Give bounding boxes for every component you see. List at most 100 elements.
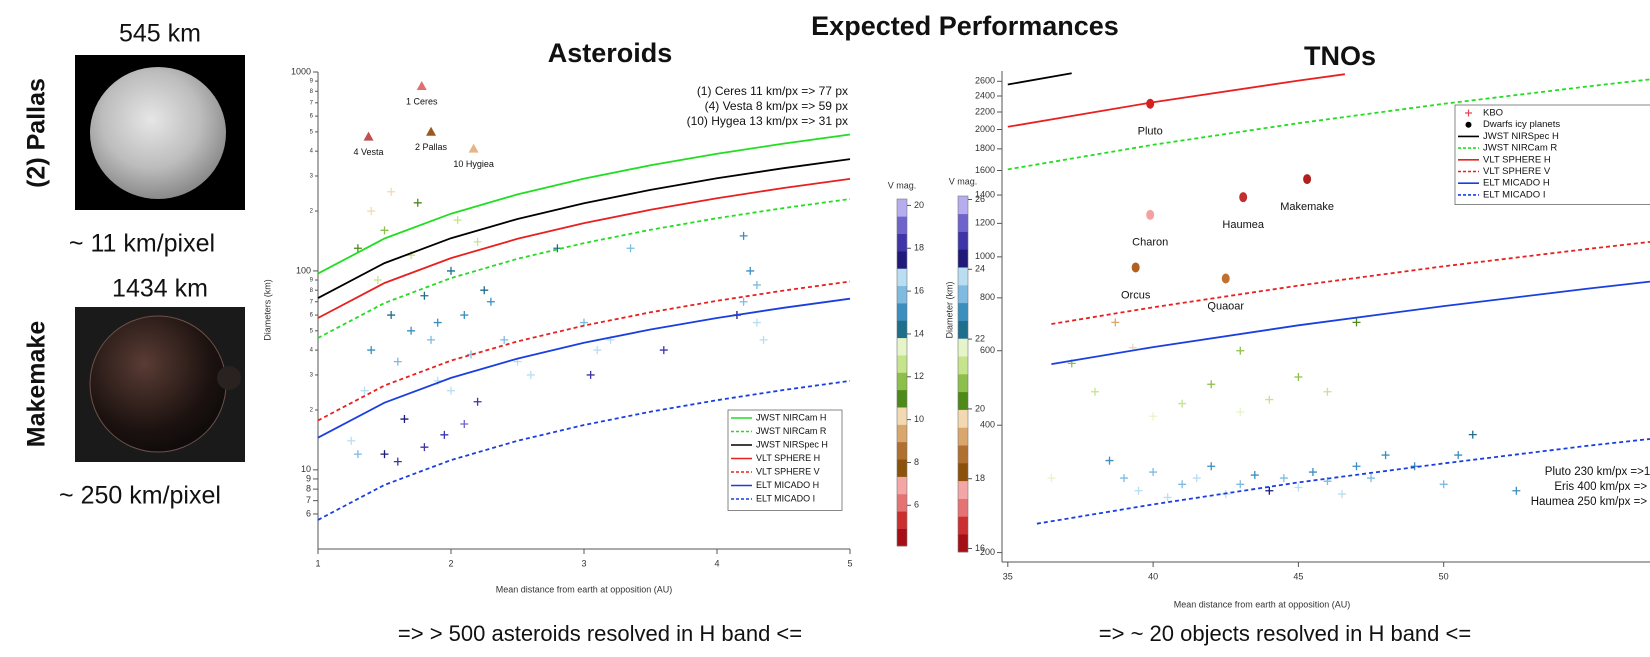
slide-title: Expected Performances xyxy=(811,11,1119,41)
legend-label: ELT MICADO I xyxy=(1483,189,1545,200)
object-label: Haumea xyxy=(1222,219,1264,231)
scatter-point xyxy=(740,298,748,306)
legend-label: Dwarfs icy planets xyxy=(1483,119,1560,130)
scatter-point xyxy=(1411,462,1419,470)
colorbar-tick-label: 8 xyxy=(914,457,919,467)
scatter-point xyxy=(414,199,422,207)
scatter-point xyxy=(1265,396,1273,404)
scatter-point xyxy=(1178,480,1186,488)
colorbar-cell xyxy=(958,463,968,481)
object-marker xyxy=(364,132,374,141)
scatter-point xyxy=(474,238,482,246)
object-marker xyxy=(1146,99,1154,109)
y-axis-label: Diameters (km) xyxy=(262,279,272,341)
scatter-point xyxy=(500,336,508,344)
scatter-point xyxy=(1251,471,1259,479)
x-tick-label: 45 xyxy=(1293,571,1303,581)
scatter-point xyxy=(434,319,442,327)
image-name: (2) Pallas xyxy=(23,78,51,188)
scatter-point xyxy=(1120,474,1128,482)
y-tick-label: 2000 xyxy=(975,124,995,134)
scatter-point xyxy=(1135,487,1143,495)
colorbar-cell xyxy=(958,499,968,517)
scatter-point xyxy=(1294,373,1302,381)
scatter-point xyxy=(480,286,488,294)
annotation: Eris 400 km/px => 4 px xyxy=(1554,481,1650,493)
caption: => > 500 asteroids resolved in H band <= xyxy=(398,621,802,646)
scatter-point xyxy=(420,292,428,300)
y-tick-label: 5 xyxy=(310,129,314,135)
y-tick-label: 2600 xyxy=(975,76,995,86)
y-tick-label: 6 xyxy=(310,313,314,319)
image-scale: ~ 250 km/pixel xyxy=(59,482,221,510)
legend-label: VLT SPHERE H xyxy=(756,453,820,463)
legend-label: VLT SPHERE V xyxy=(756,466,820,476)
scatter-point xyxy=(1207,380,1215,388)
legend-label: JWST NIRCam H xyxy=(756,412,826,422)
scatter-point xyxy=(394,358,402,366)
object-label: 2 Pallas xyxy=(415,142,448,152)
colorbar-cell xyxy=(897,459,907,477)
scatter-point xyxy=(593,346,601,354)
image-size: 545 km xyxy=(119,20,201,48)
colorbar-tick-label: 24 xyxy=(975,264,985,274)
colorbar-tick-label: 26 xyxy=(975,194,985,204)
colorbar-cell xyxy=(897,355,907,373)
x-axis-label: Mean distance from earth at opposition (… xyxy=(496,584,673,594)
colorbar-tick-label: 18 xyxy=(975,473,985,483)
scatter-point xyxy=(627,244,635,252)
scatter-point xyxy=(447,267,455,275)
colorbar-cell xyxy=(897,338,907,356)
scatter-point xyxy=(660,346,668,354)
colorbar-tick-label: 16 xyxy=(975,543,985,553)
colorbar-cell xyxy=(897,251,907,269)
scatter-point xyxy=(400,415,408,423)
colorbar-cell xyxy=(958,285,968,303)
colorbar-cell xyxy=(897,286,907,304)
colorbar-cell xyxy=(958,321,968,339)
colorbar-cell xyxy=(897,494,907,512)
colorbar-tick-label: 20 xyxy=(914,200,924,210)
object-label: 10 Hygiea xyxy=(453,159,494,169)
scatter-point xyxy=(1440,480,1448,488)
legend-label: KBO xyxy=(1483,108,1503,119)
scatter-point xyxy=(1469,431,1477,439)
y-tick-label: 800 xyxy=(980,292,995,302)
colorbar-cell xyxy=(958,481,968,499)
colorbar-cell xyxy=(958,410,968,428)
scatter-point xyxy=(460,420,468,428)
scatter-point xyxy=(1353,462,1361,470)
colorbar-label: V mag. xyxy=(888,180,917,190)
colorbar-cell xyxy=(897,320,907,338)
object-label: Charon xyxy=(1132,237,1168,249)
colorbar-cell xyxy=(897,511,907,529)
scatter-point xyxy=(381,226,389,234)
scatter-point xyxy=(381,450,389,458)
object-marker xyxy=(1146,210,1154,220)
scatter-point xyxy=(1454,451,1462,459)
scatter-point xyxy=(1149,412,1157,420)
colorbar-cell xyxy=(897,407,907,425)
annotation: (1) Ceres 11 km/px => 77 px xyxy=(697,84,848,98)
colorbar-cell xyxy=(958,214,968,232)
colorbar-cell xyxy=(897,442,907,460)
scatter-point xyxy=(474,398,482,406)
scatter-point xyxy=(1338,490,1346,498)
object-label: Orcus xyxy=(1121,289,1151,301)
y-tick-label: 1200 xyxy=(975,218,995,228)
y-tick-label: 2200 xyxy=(975,106,995,116)
y-tick-label: 3 xyxy=(310,373,314,379)
performance-curve xyxy=(1008,74,1345,127)
scatter-point xyxy=(460,311,468,319)
y-tick-label: 3 xyxy=(310,174,314,180)
y-tick-label: 2 xyxy=(310,209,314,215)
x-tick-label: 35 xyxy=(1003,571,1013,581)
scatter-point xyxy=(1164,493,1172,501)
colorbar-cell xyxy=(958,267,968,285)
colorbar-cell xyxy=(958,196,968,214)
pallas-body xyxy=(90,67,226,199)
legend-label: ELT MICADO H xyxy=(1483,178,1550,189)
object-label: Makemake xyxy=(1280,201,1334,213)
object-marker xyxy=(426,127,436,136)
colorbar-cell xyxy=(897,268,907,286)
